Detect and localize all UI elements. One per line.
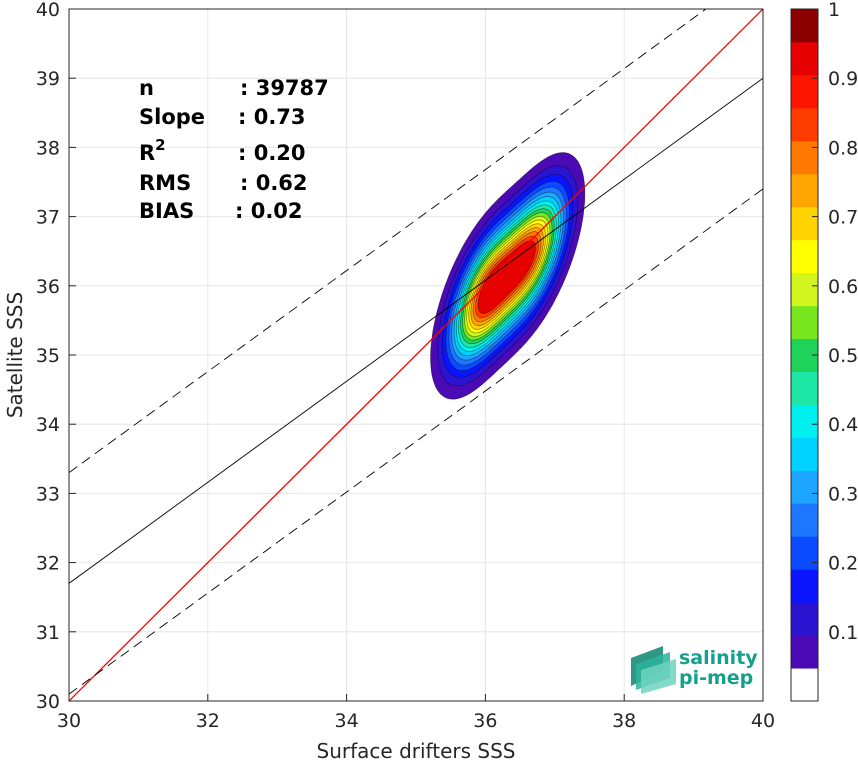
y-tick-label: 31: [36, 622, 60, 644]
y-axis-label: Satellite SSS: [3, 292, 27, 418]
x-tick-label: 30: [57, 710, 81, 732]
x-tick-label: 32: [196, 710, 220, 732]
colorbar: 0.1 0.2 0.3 0.4 0.5 0.6 0.7 0.8 0.9 1: [790, 0, 858, 702]
colorbar-band: [791, 206, 818, 241]
colorbar-band: [791, 404, 818, 438]
x-tick-label: 36: [473, 710, 497, 732]
x-axis-label: Surface drifters SSS: [317, 739, 516, 763]
colorbar-tick-label: 0.4: [828, 414, 858, 436]
y-tick-label: 37: [36, 207, 60, 229]
colorbar-band: [791, 74, 818, 109]
colorbar-band: [791, 305, 818, 340]
y-tick-label: 36: [36, 276, 60, 298]
colorbar-band: [791, 371, 818, 405]
stat-key: RMS: [139, 171, 191, 195]
y-axis-ticks: 30 31 32 33 34 35 36 37 38 39 40: [36, 0, 76, 713]
colorbar-band: [791, 41, 818, 76]
colorbar-tick-label: 0.6: [828, 276, 858, 298]
y-tick-label: 35: [36, 345, 60, 367]
colorbar-band: [791, 272, 818, 307]
stat-value: : 0.73: [238, 105, 306, 129]
stat-value: : 0.62: [240, 171, 308, 195]
stat-value: : 0.02: [235, 199, 303, 223]
y-tick-label: 32: [36, 553, 60, 575]
colorbar-tick-label: 1: [828, 0, 840, 21]
stat-key: BIAS: [139, 199, 194, 223]
stat-key: Slope: [139, 105, 205, 129]
y-tick-label: 33: [36, 483, 60, 505]
stat-key: n: [139, 76, 154, 100]
reference-lines: [69, 9, 763, 701]
colorbar-band: [791, 140, 818, 175]
y-tick-label: 34: [36, 414, 60, 436]
colorbar-band: [791, 635, 818, 669]
logo-text-salinity: salinity: [679, 647, 758, 669]
stat-value: : 39787: [240, 76, 329, 100]
colorbar-band: [791, 668, 818, 702]
density-contours: [430, 152, 586, 400]
colorbar-band: [791, 536, 818, 570]
logo-wave-icon: [631, 646, 676, 694]
colorbar-tick-label: 0.2: [828, 553, 858, 575]
salinity-pi-mep-logo: salinity pi-mep: [631, 646, 758, 694]
y-tick-label: 39: [36, 68, 60, 90]
colorbar-band: [791, 9, 818, 43]
stat-value: : 0.20: [238, 141, 306, 165]
y-tick-label: 40: [36, 0, 60, 21]
colorbar-tick-label: 0.7: [828, 207, 858, 229]
colorbar-band: [791, 173, 818, 208]
regression-line: [69, 77, 763, 584]
colorbar-tick-label: 0.8: [828, 137, 858, 159]
colorbar-band: [791, 437, 818, 471]
colorbar-tick-label: 0.5: [828, 345, 858, 367]
logo-text-pi-mep: pi-mep: [679, 667, 753, 689]
y-tick-label: 30: [36, 691, 60, 713]
x-tick-label: 34: [335, 710, 359, 732]
x-axis-ticks: 30 32 34 36 38 40: [57, 694, 775, 732]
colorbar-tick-label: 0.1: [828, 622, 858, 644]
colorbar-band: [791, 602, 818, 636]
x-tick-label: 40: [751, 710, 775, 732]
colorbar-band: [791, 503, 818, 537]
colorbar-band: [791, 569, 818, 603]
x-tick-label: 38: [612, 710, 636, 732]
colorbar-tick-label: 0.3: [828, 483, 858, 505]
colorbar-band: [791, 470, 818, 504]
one-to-one-line: [69, 9, 763, 701]
colorbar-band: [791, 107, 818, 142]
stat-key-superscript: 2: [155, 136, 165, 154]
y-tick-label: 38: [36, 137, 60, 159]
grid-lines: [68, 8, 764, 702]
colorbar-band: [791, 239, 818, 274]
density-contour-level: [477, 240, 536, 314]
colorbar-tick-label: 0.9: [828, 68, 858, 90]
